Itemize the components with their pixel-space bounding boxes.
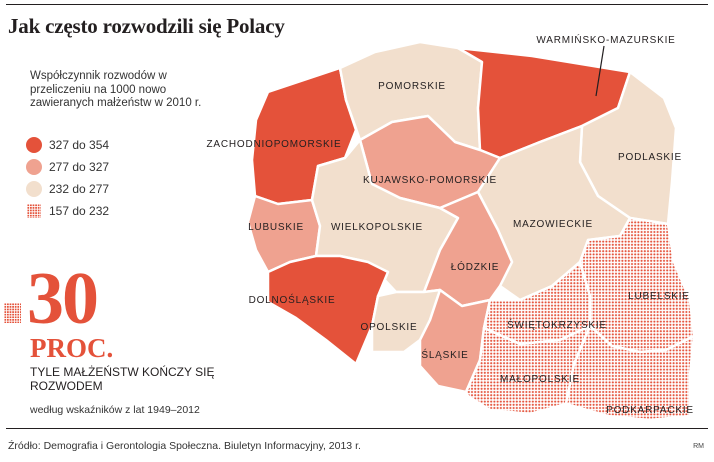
region-label-kujawsko-pomorskie: KUJAWSKO-POMORSKIE [363,175,497,186]
region-malopolskie [464,324,592,416]
region-label-podlaskie: PODLASKIE [618,152,682,163]
legend-swatch-lowest [27,204,41,218]
warminsko-leader-line [595,45,605,97]
legend-description: Współczynnik rozwodów w przeliczeniu na … [30,70,202,109]
map-title: Jak często rozwodzili się Polacy [8,14,285,38]
footer-rule [6,428,708,429]
legend-item-medium: 277 do 327 [26,158,109,176]
legend-item-low: 232 do 277 [26,180,109,198]
legend-label-medium: 277 do 327 [49,160,110,174]
region-label-swietokrzyskie: ŚWIĘTOKRZYSKIE [507,318,607,331]
region-label-dolnoslaskie: DOLNOŚLĄSKIE [249,293,336,306]
region-label-warminsko-mazurskie: WARMIŃSKO-MAZURSKIE [536,33,675,46]
region-label-wielkopolskie: WIELKOPOLSKIE [331,222,423,233]
region-label-slaskie: ŚLĄSKIE [421,348,468,361]
region-label-podkarpackie: PODKARPACKIE [606,405,694,416]
legend-item-lowest: 157 do 232 [26,202,109,220]
stat-value: 30 [27,258,99,340]
region-label-mazowieckie: MAZOWIECKIE [513,219,593,230]
stat-unit: PROC. [30,333,114,363]
legend-swatch-low [26,181,42,197]
stat-note: według wskaźników z lat 1949–2012 [30,404,200,416]
stat-caption: TYLE MAŁŻEŃSTW KOŃCZY SIĘ ROZWODEM [30,365,215,393]
legend-label-lowest: 157 do 232 [49,204,110,218]
legend-label-high: 327 do 354 [49,138,110,152]
legend-swatch-high [26,137,42,153]
region-label-pomorskie: POMORSKIE [378,81,446,92]
region-label-malopolskie: MAŁOPOLSKIE [500,374,580,385]
legend-item-high: 327 do 354 [26,136,109,154]
region-label-opolskie: OPOLSKIE [361,322,418,333]
legend-label-low: 232 do 277 [49,182,110,196]
region-label-lubelskie: LUBELSKIE [628,291,690,302]
region-dolnoslaskie [266,254,390,366]
stat-dotted-marker [4,303,21,323]
author-credit: RM [693,443,704,450]
legend-swatch-medium [26,159,42,175]
region-label-zachodniopomorskie: ZACHODNIOPOMORSKIE [207,139,342,150]
region-label-lubuskie: LUBUSKIE [248,222,304,233]
region-label-lodzkie: ŁÓDZKIE [451,260,499,273]
source-note: Źródło: Demografia i Gerontologia Społec… [8,440,361,452]
top-rule [6,4,708,5]
region-podkarpackie [564,324,696,422]
